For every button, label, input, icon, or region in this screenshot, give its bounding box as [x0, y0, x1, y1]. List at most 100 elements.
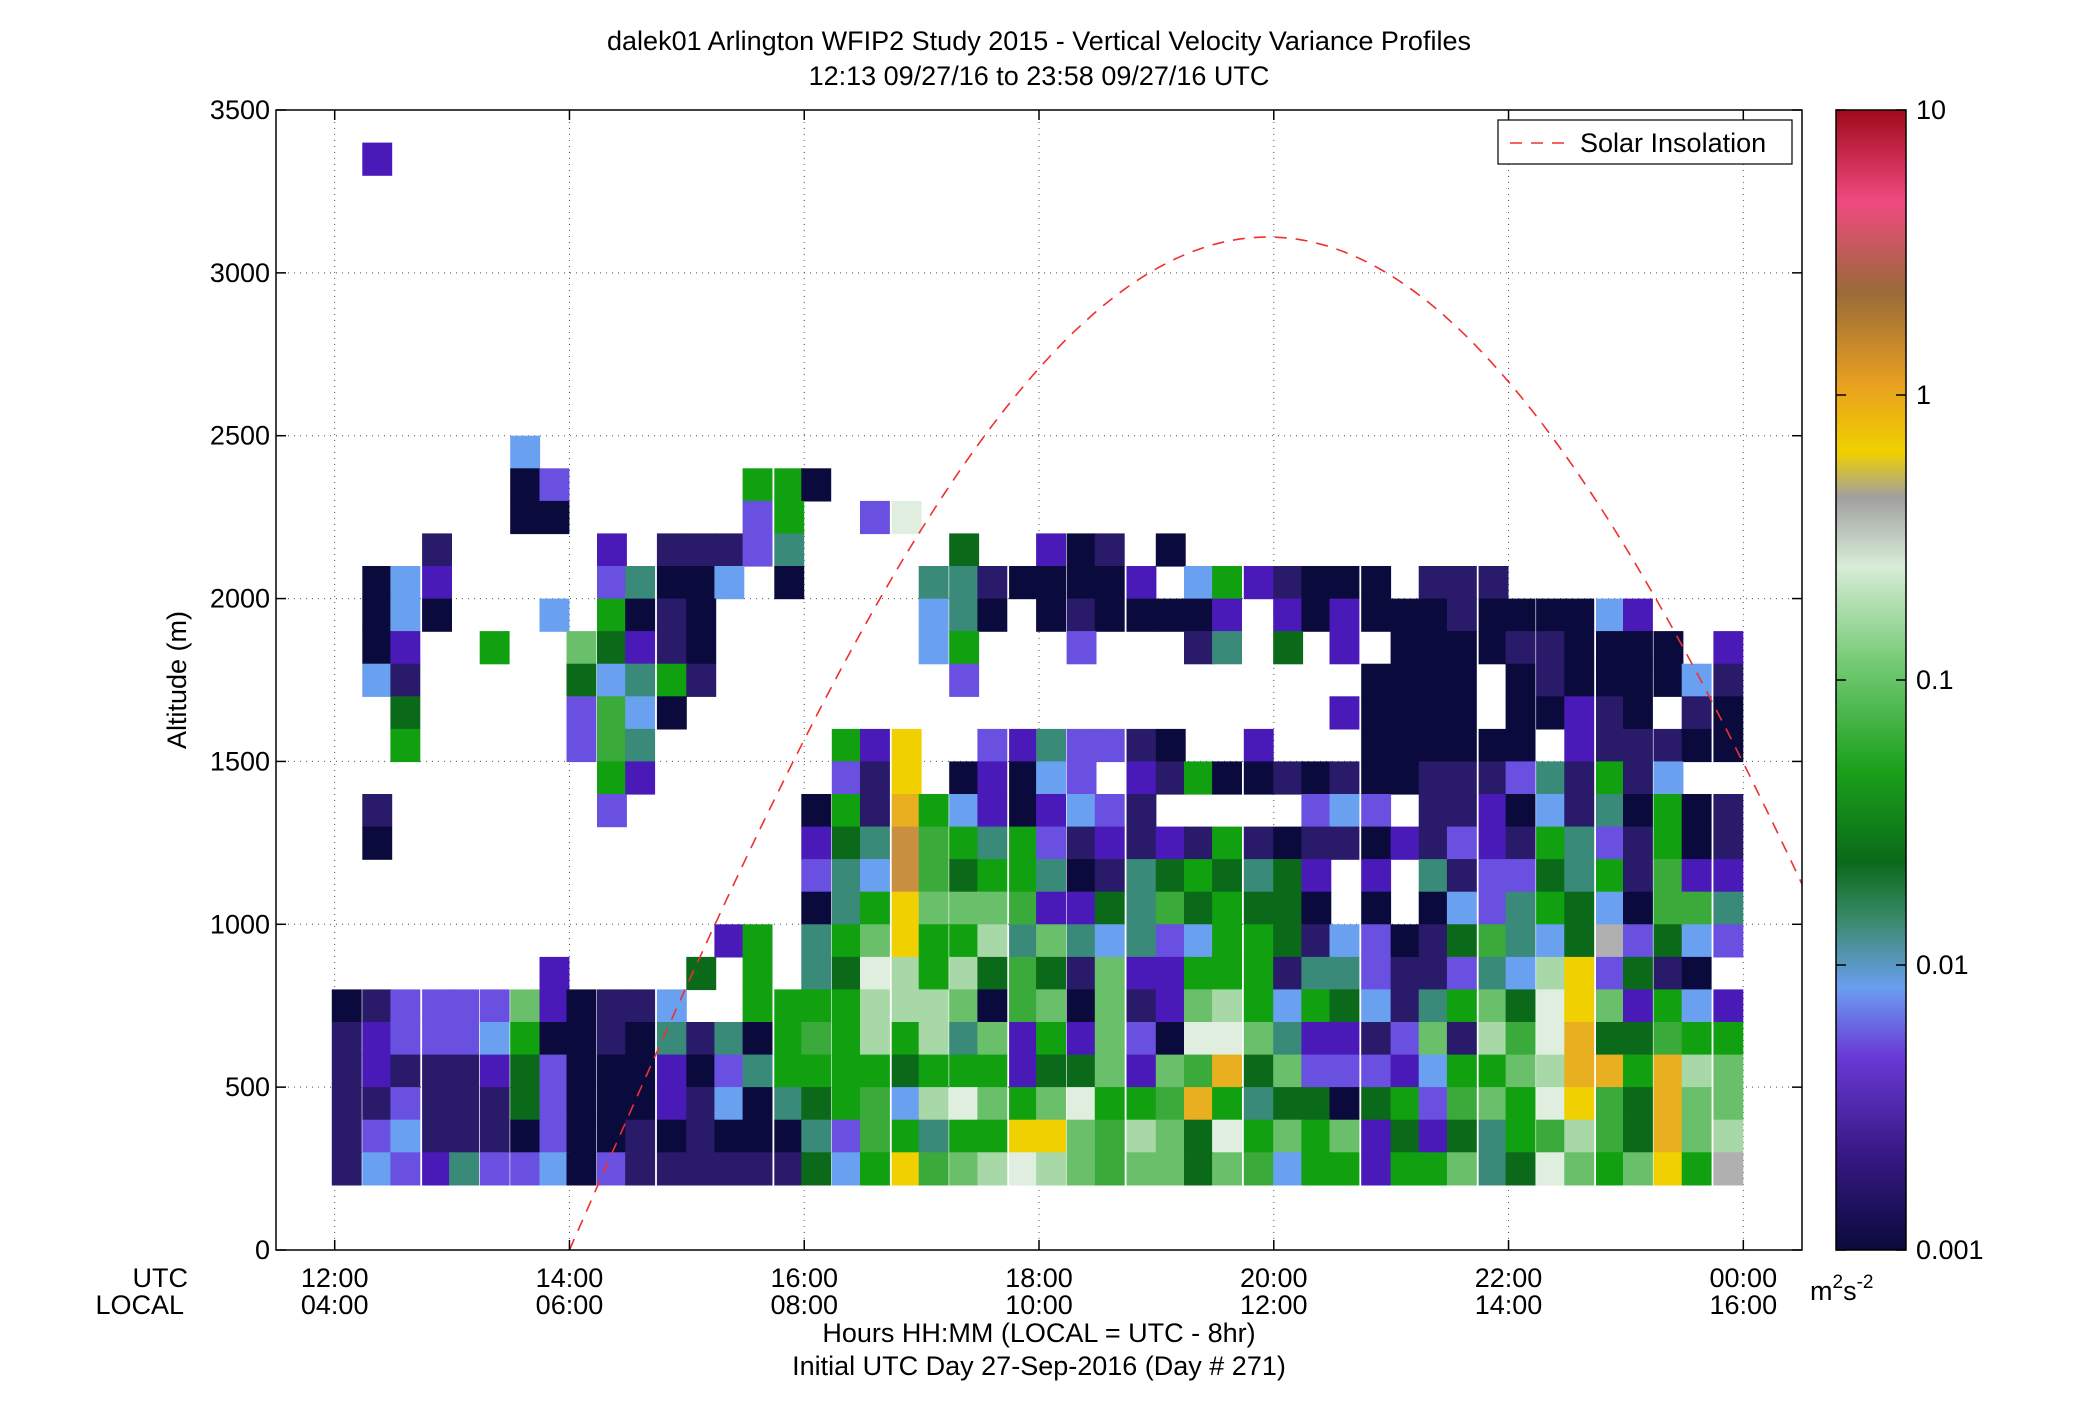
variance-cell: [1094, 891, 1125, 925]
variance-cell: [331, 1119, 362, 1153]
variance-cell: [1094, 1119, 1125, 1153]
variance-cell: [566, 1054, 597, 1088]
variance-cell: [714, 566, 745, 600]
variance-cell: [742, 468, 773, 502]
variance-cell: [1478, 598, 1509, 632]
variance-cell: [860, 500, 890, 535]
variance-cell: [714, 1054, 745, 1088]
variance-cell: [1273, 566, 1304, 600]
variance-cell: [1094, 598, 1125, 632]
variance-cell: [1505, 794, 1536, 828]
variance-cell: [686, 663, 717, 697]
variance-cell: [1361, 598, 1392, 632]
variance-cell: [1505, 989, 1536, 1023]
variance-cell: [1184, 1087, 1214, 1121]
variance-cell: [801, 826, 832, 860]
variance-cell: [801, 859, 832, 893]
variance-cell: [714, 533, 745, 567]
variance-cell: [625, 728, 656, 763]
variance-cell: [1390, 989, 1421, 1023]
variance-cell: [1155, 924, 1186, 958]
variance-cell: [625, 1152, 656, 1186]
variance-cell: [449, 1022, 479, 1056]
variance-cell: [774, 1119, 805, 1153]
variance-cell: [774, 989, 805, 1023]
variance-cell: [422, 566, 452, 600]
variance-cell: [1418, 826, 1449, 860]
variance-cell: [977, 761, 1008, 795]
variance-cell: [625, 663, 656, 697]
variance-cell: [1301, 1054, 1332, 1088]
variance-cell: [1184, 631, 1214, 665]
variance-cell: [1273, 631, 1304, 665]
y-tick-label: 2500: [210, 421, 270, 451]
variance-cell: [1596, 794, 1626, 828]
variance-cell: [1536, 924, 1566, 958]
variance-cell: [566, 1152, 597, 1186]
variance-cell: [686, 598, 717, 632]
x-tick-label-local: 12:00: [1240, 1290, 1308, 1320]
variance-cell: [1478, 859, 1509, 893]
variance-cell: [1681, 1022, 1712, 1056]
variance-cell: [1390, 598, 1421, 632]
variance-cell: [625, 1054, 656, 1088]
variance-cell: [1155, 1152, 1186, 1186]
variance-cell: [977, 1087, 1008, 1121]
variance-cell: [918, 631, 949, 665]
variance-cell: [686, 533, 717, 567]
variance-cell: [1623, 989, 1653, 1023]
variance-cell: [977, 989, 1008, 1023]
variance-cell: [1596, 663, 1626, 697]
variance-cell: [510, 435, 541, 469]
variance-cell: [625, 1022, 656, 1056]
variance-cell: [801, 1152, 832, 1186]
variance-cell: [1536, 696, 1566, 730]
variance-cell: [1446, 631, 1477, 665]
variance-cell: [1681, 1152, 1712, 1186]
variance-cell: [831, 1152, 862, 1186]
variance-cell: [1301, 761, 1332, 795]
variance-cell: [539, 1054, 570, 1088]
variance-cell: [422, 1119, 452, 1153]
variance-cell: [656, 1152, 687, 1186]
variance-cell: [977, 728, 1008, 763]
variance-cell: [1066, 794, 1097, 828]
variance-cell: [1126, 1119, 1157, 1153]
variance-cell: [1653, 1119, 1684, 1153]
variance-cell: [1681, 1054, 1712, 1088]
variance-cell: [860, 859, 890, 893]
variance-cell: [331, 1087, 362, 1121]
variance-cell: [1418, 696, 1449, 730]
variance-cell: [831, 924, 862, 958]
variance-cell: [1094, 533, 1125, 567]
x-tick-label-local: 16:00: [1710, 1290, 1778, 1320]
variance-cell: [1243, 891, 1274, 925]
variance-cell: [1681, 956, 1712, 991]
variance-cell: [1243, 924, 1274, 958]
variance-cell: [949, 663, 980, 697]
variance-cell: [977, 1152, 1008, 1186]
variance-cell: [891, 924, 922, 958]
variance-cell: [1446, 761, 1477, 795]
variance-cell: [1713, 663, 1744, 697]
variance-cell: [1446, 794, 1477, 828]
variance-cell: [1329, 989, 1360, 1023]
variance-cell: [479, 1087, 510, 1121]
variance-cell: [1361, 1054, 1392, 1088]
variance-cell: [891, 1022, 922, 1056]
variance-cell: [686, 956, 717, 991]
variance-cell: [1446, 859, 1477, 893]
variance-cell: [801, 956, 832, 991]
variance-cell: [1036, 566, 1066, 600]
variance-cell: [1564, 696, 1595, 730]
variance-cell: [1564, 1054, 1595, 1088]
variance-cell: [1126, 859, 1157, 893]
variance-cell: [918, 566, 949, 600]
variance-cell: [390, 1119, 421, 1153]
variance-cell: [801, 989, 832, 1023]
variance-cell: [1653, 1152, 1684, 1186]
x-tick-label-utc: 16:00: [770, 1263, 838, 1293]
variance-cell: [331, 1152, 362, 1186]
variance-cell: [449, 989, 479, 1023]
variance-cell: [801, 1119, 832, 1153]
